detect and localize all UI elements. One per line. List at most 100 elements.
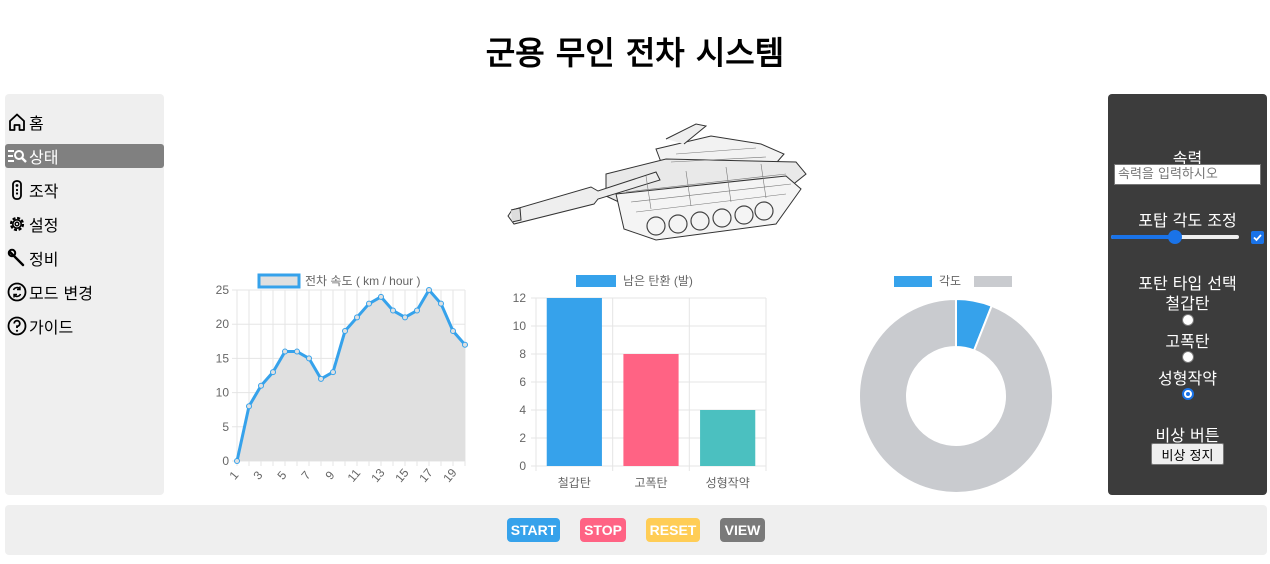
angle-slice[interactable] <box>858 297 1054 494</box>
sidebar-item-maintenance[interactable]: 정비 <box>5 246 164 270</box>
y-tick-label: 15 <box>216 351 230 365</box>
y-tick-label: 20 <box>216 317 230 331</box>
slider-thumb[interactable] <box>1168 230 1182 244</box>
sidebar-item-label: 정비 <box>29 250 59 269</box>
sidebar-item-label: 조작 <box>29 182 59 201</box>
speed-point[interactable] <box>378 293 384 300</box>
stop-button[interactable]: STOP <box>580 518 626 542</box>
sidebar-item-mode[interactable]: 모드 변경 <box>5 280 164 304</box>
speed-input[interactable] <box>1114 164 1261 185</box>
start-button[interactable]: START <box>507 518 560 542</box>
x-tick-label: 3 <box>250 468 265 482</box>
x-tick-label: 성형작약 <box>706 475 750 490</box>
speed-point[interactable] <box>270 369 276 376</box>
speed-point[interactable] <box>450 328 456 335</box>
shell-radio-heat[interactable] <box>1182 388 1194 400</box>
speed-point[interactable] <box>258 382 264 389</box>
sidebar-item-label: 홈 <box>29 114 44 133</box>
speed-point[interactable] <box>306 355 312 362</box>
speed-point[interactable] <box>438 300 444 307</box>
y-tick-label: 0 <box>519 459 526 473</box>
ammo-legend-label[interactable]: 남은 탄환 (발) <box>623 274 693 288</box>
y-tick-label: 2 <box>519 431 526 445</box>
speed-point[interactable] <box>366 300 372 307</box>
speed-area <box>237 290 465 461</box>
shell-type-label: 포탄 타입 선택 <box>1138 274 1237 293</box>
sidebar: 홈 상태 조작 설정 정비 모드 변경 가이드 <box>5 94 164 495</box>
emergency-stop-button[interactable]: 비상 정지 <box>1151 443 1224 465</box>
sidebar-item-settings[interactable]: 설정 <box>5 212 164 236</box>
sidebar-item-label: 모드 변경 <box>29 284 93 303</box>
shell-option-label: 고폭탄 <box>1165 332 1210 351</box>
x-tick-label: 15 <box>392 466 412 485</box>
sidebar-item-guide[interactable]: 가이드 <box>5 314 164 338</box>
shell-radio-he[interactable] <box>1182 351 1194 363</box>
ammo-bar[interactable] <box>546 298 602 466</box>
speed-point[interactable] <box>402 314 408 321</box>
x-tick-label: 철갑탄 <box>558 476 591 490</box>
speed-legend-swatch <box>257 273 301 289</box>
speed-line <box>235 288 467 462</box>
speed-point[interactable] <box>354 314 360 321</box>
y-tick-label: 25 <box>216 283 230 297</box>
angle-doughnut-chart: 각도 <box>858 274 1054 494</box>
y-tick-label: 5 <box>222 420 229 434</box>
question-icon <box>7 316 27 336</box>
speed-point[interactable] <box>234 458 240 464</box>
home-icon <box>9 113 25 131</box>
y-tick-label: 6 <box>519 375 526 389</box>
x-tick-label: 7 <box>298 468 313 482</box>
ammo-bar[interactable] <box>623 354 679 466</box>
x-tick-label: 13 <box>368 466 388 485</box>
y-tick-label: 12 <box>513 291 527 305</box>
sidebar-item-status[interactable]: 상태 <box>5 144 164 168</box>
speed-point[interactable] <box>390 307 396 314</box>
mode-change-icon <box>7 282 27 302</box>
speed-point[interactable] <box>318 375 324 382</box>
y-tick-label: 10 <box>513 319 527 333</box>
turret-angle-slider[interactable] <box>1111 230 1239 244</box>
speed-point[interactable] <box>246 403 252 410</box>
speed-point[interactable] <box>330 369 336 376</box>
control-panel: 속력 포탑 각도 조정 포탄 타입 선택 철갑탄 고폭탄 성형작약 비상 버튼 … <box>1108 94 1267 495</box>
sidebar-item-label: 상태 <box>29 148 59 167</box>
bottom-control-bar: START STOP RESET VIEW <box>5 505 1267 555</box>
sidebar-item-label: 설정 <box>29 216 59 235</box>
reset-button[interactable]: RESET <box>646 518 700 542</box>
x-tick-label: 19 <box>440 466 460 485</box>
status-search-icon <box>8 150 27 163</box>
y-tick-label: 4 <box>519 403 526 417</box>
speed-point[interactable] <box>342 328 348 335</box>
ammo-bar-chart: 남은 탄환 (발) 0 2 4 6 8 10 12 철갑탄 고폭탄 성형작약 <box>513 274 767 490</box>
sidebar-item-control[interactable]: 조작 <box>5 178 164 202</box>
angle-legend-label[interactable]: 각도 <box>939 274 961 288</box>
shell-radio-ap[interactable] <box>1182 314 1194 326</box>
turret-angle-label: 포탑 각도 조정 <box>1138 211 1237 230</box>
turret-angle-checkbox[interactable] <box>1251 231 1264 244</box>
ammo-legend-swatch <box>576 275 616 287</box>
speed-point[interactable] <box>282 348 288 355</box>
speed-point[interactable] <box>462 341 468 348</box>
speed-point[interactable] <box>294 348 300 355</box>
x-tick-label: 5 <box>274 468 289 482</box>
speed-label: 속력 <box>1172 149 1203 168</box>
gear-icon <box>9 216 25 232</box>
y-tick-label: 8 <box>519 347 526 361</box>
x-tick-label: 11 <box>345 466 364 485</box>
speed-legend-label[interactable]: 전차 속도 ( km / hour ) <box>305 274 421 288</box>
sidebar-item-home[interactable]: 홈 <box>5 110 164 134</box>
view-button[interactable]: VIEW <box>720 518 765 542</box>
remote-control-icon <box>12 180 22 200</box>
sidebar-item-label: 가이드 <box>29 318 74 337</box>
tank-image <box>507 123 807 241</box>
y-tick-label: 10 <box>216 386 230 400</box>
main-content: 전차 속도 ( km / hour ) 0 5 10 15 20 25 1 3 5 7 9 11 13… <box>166 94 1106 495</box>
speed-point[interactable] <box>414 307 420 314</box>
angle-legend-swatch-2 <box>974 276 1012 287</box>
ammo-bar[interactable] <box>700 410 756 466</box>
x-tick-label: 고폭탄 <box>634 476 667 490</box>
page-title: 군용 무인 전차 시스템 <box>485 34 785 72</box>
speed-point[interactable] <box>426 287 432 293</box>
slider-fill <box>1111 235 1175 239</box>
